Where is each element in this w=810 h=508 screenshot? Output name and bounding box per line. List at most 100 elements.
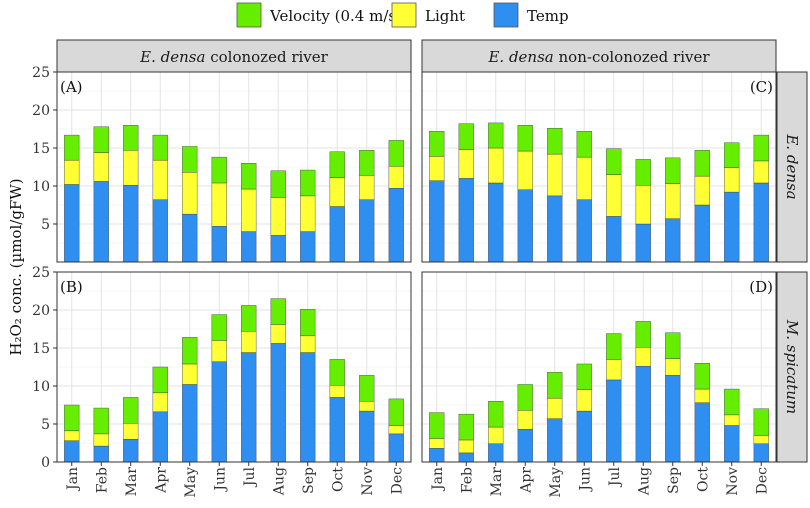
- bar-velocity-jul: [241, 162, 257, 190]
- bar-velocity-apr: [152, 134, 168, 161]
- bar-temp-oct: [329, 397, 345, 463]
- bar-light-jan: [429, 438, 445, 449]
- bar-velocity-sep: [300, 169, 316, 197]
- bar-light-mar: [123, 423, 139, 440]
- bar-temp-jun: [576, 199, 592, 263]
- bar-light-mar: [123, 150, 139, 186]
- bar-velocity-dec: [753, 134, 769, 162]
- bar-temp-sep: [300, 231, 316, 263]
- bar-temp-jan: [64, 184, 80, 263]
- x-tick-label-nov: Nov: [360, 467, 376, 496]
- row-strip-1: [776, 71, 808, 263]
- bar-temp-aug: [270, 343, 286, 463]
- bar-light-feb: [458, 439, 474, 454]
- bar-velocity-feb: [458, 123, 474, 150]
- x-tick-label-aug: Aug: [271, 467, 287, 496]
- bar-velocity-jun: [576, 363, 592, 390]
- bar-velocity-aug: [270, 170, 286, 198]
- bar-temp-aug: [270, 235, 286, 263]
- bar-velocity-mar: [123, 397, 139, 424]
- bar-temp-apr: [152, 199, 168, 263]
- bar-light-oct: [329, 177, 345, 207]
- bar-temp-aug: [635, 223, 651, 263]
- bar-velocity-apr: [517, 384, 533, 411]
- row-strip-2: [776, 271, 808, 463]
- column-strip-title-1: E. densa colonozed river: [139, 48, 328, 66]
- x-tick-label-apr: Apr: [518, 467, 534, 494]
- bar-velocity-jul: [606, 148, 622, 175]
- panel-border: [421, 71, 777, 263]
- panel-tag: (A): [60, 78, 83, 96]
- bar-velocity-dec: [388, 140, 404, 167]
- bar-temp-jan: [429, 448, 445, 463]
- bar-temp-apr: [517, 189, 533, 263]
- bar-light-dec: [388, 425, 404, 435]
- x-tick-label-jul: Jul: [607, 466, 623, 488]
- column-strip-species: E. densa: [487, 48, 553, 66]
- panel-tag: (B): [60, 278, 83, 296]
- panel-c: (C): [421, 71, 777, 263]
- x-tick-label-jan: Jan: [65, 467, 81, 492]
- bar-temp-sep: [665, 218, 681, 263]
- bar-light-sep: [665, 358, 681, 376]
- x-tick-label-oct: Oct: [695, 467, 711, 492]
- y-tick-label: 25: [32, 65, 50, 81]
- panel-a: (A) 5 10 15 20 25: [32, 65, 412, 263]
- x-tick-label-apr: Apr: [153, 467, 169, 494]
- bar-temp-feb: [458, 452, 474, 463]
- bar-velocity-mar: [123, 124, 139, 151]
- bar-temp-dec: [753, 443, 769, 463]
- bar-light-oct: [694, 175, 710, 206]
- panel-b: (B) 0 5 10 15 20 25 Jan Feb Mar Apr May Jun Jul Aug Sep…: [32, 265, 412, 498]
- bar-light-nov: [724, 414, 740, 426]
- bar-light-jun: [211, 182, 227, 227]
- bar-temp-nov: [359, 199, 375, 263]
- bar-velocity-may: [182, 337, 198, 365]
- bar-temp-jun: [211, 361, 227, 463]
- bar-temp-jul: [606, 216, 622, 263]
- bar-velocity-oct: [694, 150, 710, 177]
- bar-velocity-jan: [64, 404, 80, 432]
- column-strip-site: non-colonozed river: [554, 48, 711, 66]
- panel-border: [421, 271, 777, 463]
- y-tick-label: 20: [32, 303, 50, 319]
- bar-velocity-nov: [359, 375, 375, 402]
- bar-light-apr: [517, 410, 533, 430]
- bar-light-mar: [488, 147, 504, 184]
- x-tick-label-may: May: [183, 467, 199, 498]
- bar-light-aug: [270, 324, 286, 344]
- legend-swatch-temp: [493, 2, 519, 28]
- column-strip-species: E. densa: [139, 48, 205, 66]
- legend-swatch-velocity: [236, 2, 262, 28]
- bar-velocity-mar: [488, 401, 504, 428]
- y-tick-label: 0: [41, 455, 50, 471]
- bar-light-apr: [152, 159, 168, 200]
- bar-light-may: [182, 172, 198, 215]
- bar-velocity-oct: [694, 363, 710, 390]
- bar-velocity-may: [182, 146, 198, 173]
- bar-light-feb: [93, 152, 109, 182]
- x-tick-label-jun: Jun: [577, 467, 593, 493]
- panel-border: [56, 71, 412, 263]
- bar-velocity-dec: [388, 398, 404, 426]
- bar-light-nov: [359, 175, 375, 200]
- bar-temp-oct: [329, 206, 345, 263]
- bar-light-jun: [576, 389, 592, 412]
- bar-velocity-aug: [270, 298, 286, 325]
- bar-temp-nov: [724, 191, 740, 263]
- bar-velocity-feb: [458, 413, 474, 441]
- x-tick-label-feb: Feb: [459, 467, 475, 493]
- bar-temp-mar: [488, 443, 504, 463]
- bar-temp-apr: [517, 429, 533, 463]
- bar-light-feb: [93, 433, 109, 447]
- column-strip-title-2: E. densa non-colonozed river: [487, 48, 710, 66]
- y-tick-label: 10: [32, 179, 50, 195]
- bar-velocity-oct: [329, 151, 345, 178]
- bar-light-may: [182, 363, 198, 385]
- x-tick-label-nov: Nov: [725, 467, 741, 496]
- panel-tag: (D): [749, 278, 773, 296]
- bar-temp-jan: [64, 440, 80, 463]
- legend-label-velocity: Velocity (0.4 m/s): [269, 7, 402, 25]
- bar-temp-dec: [753, 182, 769, 263]
- column-strip-1: [56, 39, 412, 73]
